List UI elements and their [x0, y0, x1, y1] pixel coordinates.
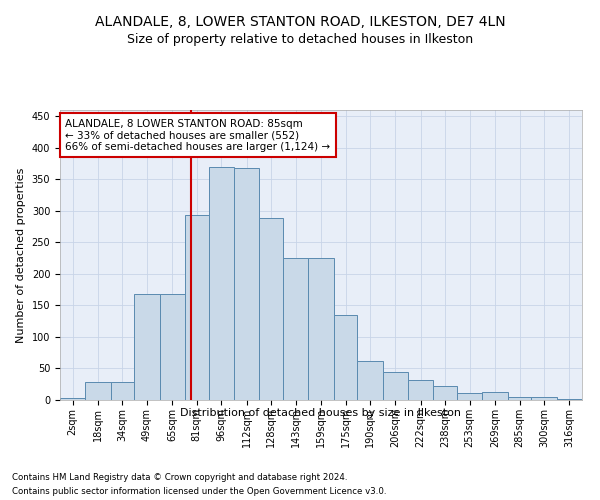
Bar	[234, 168, 259, 400]
Bar	[185, 214, 209, 400]
Text: ALANDALE, 8 LOWER STANTON ROAD: 85sqm
← 33% of detached houses are smaller (552): ALANDALE, 8 LOWER STANTON ROAD: 85sqm ← …	[65, 118, 331, 152]
Text: Size of property relative to detached houses in Ilkeston: Size of property relative to detached ho…	[127, 32, 473, 46]
Bar	[85, 382, 110, 400]
Bar	[259, 218, 283, 400]
Bar	[532, 398, 557, 400]
Bar	[358, 361, 383, 400]
Bar	[209, 166, 234, 400]
Bar	[134, 294, 160, 400]
Bar	[110, 382, 134, 400]
Bar	[508, 397, 532, 400]
Bar	[334, 315, 358, 400]
Bar	[160, 294, 185, 400]
Text: Contains HM Land Registry data © Crown copyright and database right 2024.: Contains HM Land Registry data © Crown c…	[12, 472, 347, 482]
Text: ALANDALE, 8, LOWER STANTON ROAD, ILKESTON, DE7 4LN: ALANDALE, 8, LOWER STANTON ROAD, ILKESTO…	[95, 15, 505, 29]
Bar	[283, 258, 308, 400]
Text: Distribution of detached houses by size in Ilkeston: Distribution of detached houses by size …	[181, 408, 461, 418]
Bar	[457, 393, 482, 400]
Text: Contains public sector information licensed under the Open Government Licence v3: Contains public sector information licen…	[12, 488, 386, 496]
Y-axis label: Number of detached properties: Number of detached properties	[16, 168, 26, 342]
Bar	[408, 380, 433, 400]
Bar	[383, 372, 408, 400]
Bar	[433, 386, 457, 400]
Bar	[482, 392, 508, 400]
Bar	[308, 258, 334, 400]
Bar	[60, 398, 85, 400]
